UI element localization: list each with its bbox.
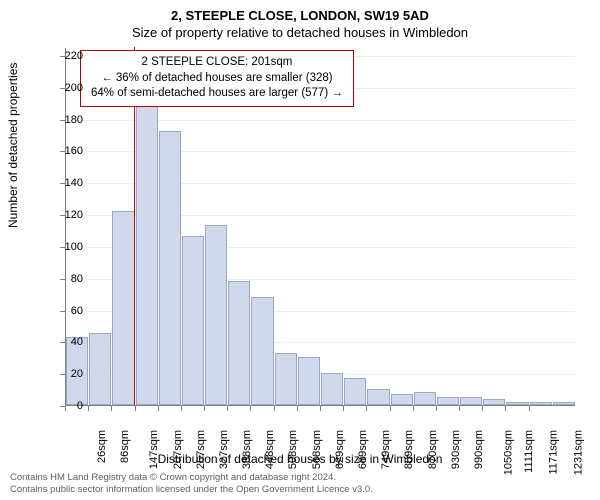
histogram-bar	[136, 79, 158, 405]
y-axis-label: Number of detached properties	[6, 63, 20, 228]
x-tick-label: 207sqm	[172, 430, 184, 469]
x-tick-label: 990sqm	[473, 430, 485, 469]
x-tick-mark	[204, 406, 205, 411]
x-tick-mark	[482, 406, 483, 411]
x-tick-label: 629sqm	[334, 430, 346, 469]
x-tick-mark	[297, 406, 298, 411]
x-tick-mark	[227, 406, 228, 411]
histogram-bar	[437, 397, 459, 405]
callout-line1: 2 STEEPLE CLOSE: 201sqm	[91, 55, 343, 71]
x-tick-label: 86sqm	[119, 430, 131, 463]
histogram-bar	[553, 402, 575, 405]
callout-box: 2 STEEPLE CLOSE: 201sqm ← 36% of detache…	[80, 50, 354, 107]
y-tick-mark	[60, 311, 65, 312]
y-tick-mark	[60, 151, 65, 152]
x-tick-mark	[320, 406, 321, 411]
x-tick-mark	[436, 406, 437, 411]
x-tick-label: 388sqm	[241, 430, 253, 469]
x-tick-mark	[135, 406, 136, 411]
x-tick-label: 809sqm	[404, 430, 416, 469]
histogram-bar	[483, 399, 505, 405]
histogram-bar	[414, 392, 436, 405]
histogram-bar	[205, 225, 227, 405]
chart-title-sub: Size of property relative to detached ho…	[0, 25, 600, 40]
chart-container: 2, STEEPLE CLOSE, LONDON, SW19 5AD Size …	[0, 0, 600, 500]
x-tick-label: 327sqm	[218, 430, 230, 469]
footer-line2: Contains public sector information licen…	[10, 484, 590, 496]
y-tick-mark	[60, 374, 65, 375]
x-tick-mark	[274, 406, 275, 411]
x-tick-label: 1050sqm	[502, 430, 514, 475]
y-tick-mark	[60, 342, 65, 343]
histogram-bar	[344, 378, 366, 405]
x-tick-label: 1231sqm	[572, 430, 584, 475]
footer-attribution: Contains HM Land Registry data © Crown c…	[10, 472, 590, 496]
x-tick-label: 749sqm	[380, 430, 392, 469]
y-tick-mark	[60, 183, 65, 184]
y-tick-mark	[60, 279, 65, 280]
x-tick-mark	[459, 406, 460, 411]
histogram-bar	[275, 353, 297, 406]
y-tick-mark	[60, 56, 65, 57]
histogram-bar	[506, 402, 528, 405]
histogram-bar	[298, 357, 320, 405]
x-tick-mark	[413, 406, 414, 411]
histogram-bar	[367, 389, 389, 405]
x-tick-mark	[181, 406, 182, 411]
x-tick-mark	[529, 406, 530, 411]
x-tick-label: 508sqm	[288, 430, 300, 469]
histogram-bar	[182, 236, 204, 405]
histogram-bar	[530, 402, 552, 405]
y-tick-mark	[60, 120, 65, 121]
histogram-bar	[228, 281, 250, 405]
x-tick-label: 448sqm	[264, 430, 276, 469]
x-tick-mark	[343, 406, 344, 411]
x-tick-label: 267sqm	[195, 430, 207, 469]
histogram-bar	[159, 131, 181, 405]
y-tick-mark	[60, 247, 65, 248]
y-tick-mark	[60, 215, 65, 216]
x-tick-label: 930sqm	[450, 430, 462, 469]
histogram-bar	[89, 333, 111, 405]
x-tick-label: 568sqm	[311, 430, 323, 469]
x-tick-mark	[366, 406, 367, 411]
x-tick-mark	[390, 406, 391, 411]
x-tick-label: 689sqm	[357, 430, 369, 469]
x-tick-mark	[88, 406, 89, 411]
x-tick-label: 870sqm	[427, 430, 439, 469]
x-tick-mark	[158, 406, 159, 411]
x-tick-mark	[250, 406, 251, 411]
callout-line2: ← 36% of detached houses are smaller (32…	[91, 71, 343, 87]
x-tick-label: 1171sqm	[548, 430, 560, 474]
x-tick-mark	[65, 406, 66, 411]
y-tick-mark	[60, 88, 65, 89]
x-tick-label: 147sqm	[149, 430, 161, 469]
x-tick-label: 26sqm	[96, 430, 108, 463]
histogram-bar	[460, 397, 482, 405]
chart-title-main: 2, STEEPLE CLOSE, LONDON, SW19 5AD	[0, 8, 600, 23]
histogram-bar	[321, 373, 343, 405]
x-tick-mark	[505, 406, 506, 411]
x-tick-label: 1111sqm	[523, 430, 535, 473]
histogram-bar	[112, 211, 134, 405]
x-tick-mark	[111, 406, 112, 411]
histogram-bar	[251, 297, 273, 405]
histogram-bar	[391, 394, 413, 405]
callout-line3: 64% of semi-detached houses are larger (…	[91, 86, 343, 102]
